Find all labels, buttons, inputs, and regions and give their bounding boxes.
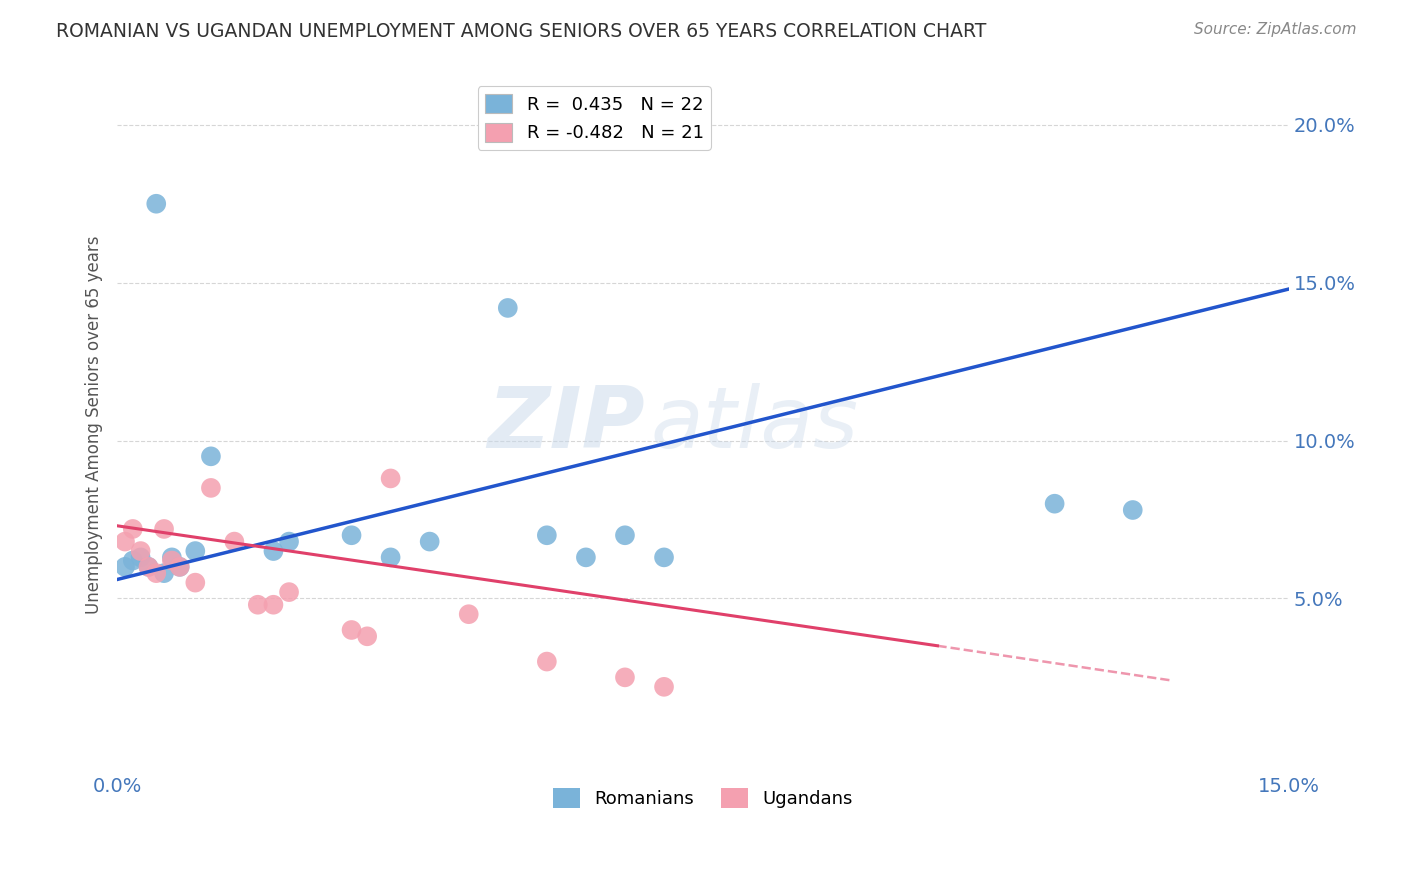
Point [153,522,176,536]
Point [129,550,152,565]
Point [246,598,269,612]
Point [652,680,675,694]
Point [121,553,143,567]
Point [169,559,191,574]
Point [380,550,402,565]
Point [145,196,167,211]
Point [153,566,176,581]
Point [262,598,284,612]
Point [138,559,160,574]
Point [356,629,378,643]
Y-axis label: Unemployment Among Seniors over 65 years: Unemployment Among Seniors over 65 years [86,235,103,614]
Point [184,544,207,558]
Point [457,607,479,622]
Point [1122,503,1144,517]
Point [614,670,637,684]
Point [138,559,160,574]
Point [160,550,183,565]
Point [121,522,143,536]
Legend: Romanians, Ugandans: Romanians, Ugandans [546,780,860,815]
Point [496,301,519,315]
Point [536,655,558,669]
Point [278,534,301,549]
Point [184,575,207,590]
Point [114,559,136,574]
Point [278,585,301,599]
Text: atlas: atlas [651,384,858,467]
Point [340,528,363,542]
Text: ROMANIAN VS UGANDAN UNEMPLOYMENT AMONG SENIORS OVER 65 YEARS CORRELATION CHART: ROMANIAN VS UGANDAN UNEMPLOYMENT AMONG S… [56,22,987,41]
Point [200,481,222,495]
Point [169,559,191,574]
Point [652,550,675,565]
Point [224,534,246,549]
Text: Source: ZipAtlas.com: Source: ZipAtlas.com [1194,22,1357,37]
Point [200,450,222,464]
Point [129,544,152,558]
Point [1043,497,1066,511]
Point [160,553,183,567]
Point [380,471,402,485]
Point [145,566,167,581]
Point [340,623,363,637]
Point [614,528,637,542]
Text: ZIP: ZIP [486,384,644,467]
Point [575,550,598,565]
Point [262,544,284,558]
Point [114,534,136,549]
Point [536,528,558,542]
Point [419,534,441,549]
